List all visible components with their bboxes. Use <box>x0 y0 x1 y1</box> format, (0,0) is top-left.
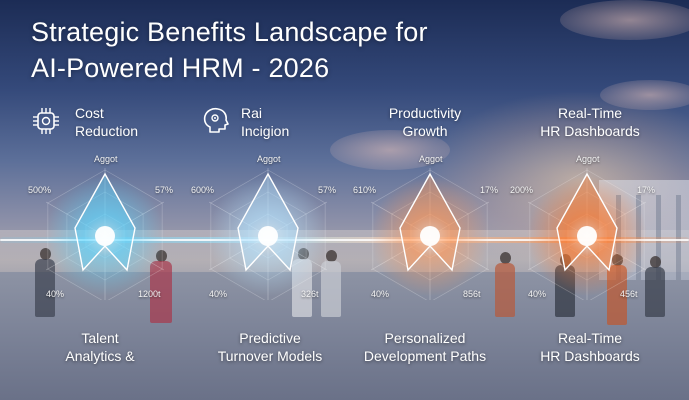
radar-core <box>420 226 440 246</box>
capability-label-development-paths: Personalized Development Paths <box>363 330 487 364</box>
radar-core <box>95 226 115 246</box>
benefit-label-dashboards: Real-Time HR Dashboards <box>540 105 640 139</box>
radar-label-lower-right: 856t <box>463 289 481 299</box>
person <box>35 259 55 317</box>
radar-core <box>258 226 278 246</box>
capability-label-turnover-models: Predictive Turnover Models <box>217 330 323 364</box>
chip-icon <box>33 108 59 134</box>
light-beam <box>0 237 689 243</box>
radar-label-upper-right: 57% <box>155 185 174 195</box>
radar-chart-2: Aggot 600% 57% 40% 326t <box>183 150 353 304</box>
radar-label-lower-right: 326t <box>301 289 319 299</box>
radar-label-lower-left: 40% <box>46 289 65 299</box>
radar-label-top: Aggot <box>576 154 600 164</box>
radar-label-upper-right: 17% <box>480 185 499 195</box>
radar-svg <box>527 168 647 304</box>
person-head <box>40 248 51 260</box>
radar-core <box>577 226 597 246</box>
radar-chart-4: Aggot 200% 17% 40% 456t <box>502 150 672 304</box>
ai-head-icon <box>203 107 229 133</box>
radar-label-upper-left: 610% <box>353 185 377 195</box>
radar-label-lower-right: 456t <box>620 289 638 299</box>
person-head <box>326 250 337 262</box>
radar-chart-3: Aggot 610% 17% 40% 856t <box>345 150 515 304</box>
person-head <box>500 252 511 264</box>
cloud <box>600 80 689 110</box>
radar-label-upper-left: 600% <box>191 185 215 195</box>
cloud <box>560 0 689 40</box>
benefit-label-rai-incigion: Rai Incigion <box>241 105 290 139</box>
radar-label-upper-right: 17% <box>637 185 656 195</box>
person <box>645 267 665 317</box>
capability-label-hr-dashboards: Real-Time HR Dashboards <box>540 330 640 364</box>
title-line-2: AI-Powered HRM - 2026 <box>31 53 330 83</box>
radar-svg <box>208 168 328 304</box>
radar-label-upper-right: 57% <box>318 185 337 195</box>
person <box>495 263 515 317</box>
radar-label-upper-left: 200% <box>510 185 534 195</box>
radar-chart-1: Aggot 500% 57% 40% 1200t <box>20 150 190 304</box>
benefit-label-cost-reduction: Cost Reduction <box>75 105 139 139</box>
radar-svg <box>45 168 165 304</box>
radar-label-lower-right: 1200t <box>138 289 161 299</box>
title-line-1: Strategic Benefits Landscape for <box>31 17 428 47</box>
radar-label-top: Aggot <box>419 154 443 164</box>
person <box>321 261 341 317</box>
capability-label-talent-analytics: Talent Analytics & <box>65 330 135 364</box>
radar-label-lower-left: 40% <box>209 289 228 299</box>
person <box>150 261 172 323</box>
radar-label-lower-left: 40% <box>528 289 547 299</box>
radar-label-upper-left: 500% <box>28 185 52 195</box>
page-title: Strategic Benefits Landscape for AI-Powe… <box>31 14 428 86</box>
radar-label-top: Aggot <box>257 154 281 164</box>
person-head <box>650 256 661 268</box>
cloud <box>330 130 450 170</box>
benefit-label-productivity: Productivity Growth <box>388 105 462 139</box>
radar-label-lower-left: 40% <box>371 289 390 299</box>
radar-svg <box>370 168 490 304</box>
radar-label-top: Aggot <box>94 154 118 164</box>
